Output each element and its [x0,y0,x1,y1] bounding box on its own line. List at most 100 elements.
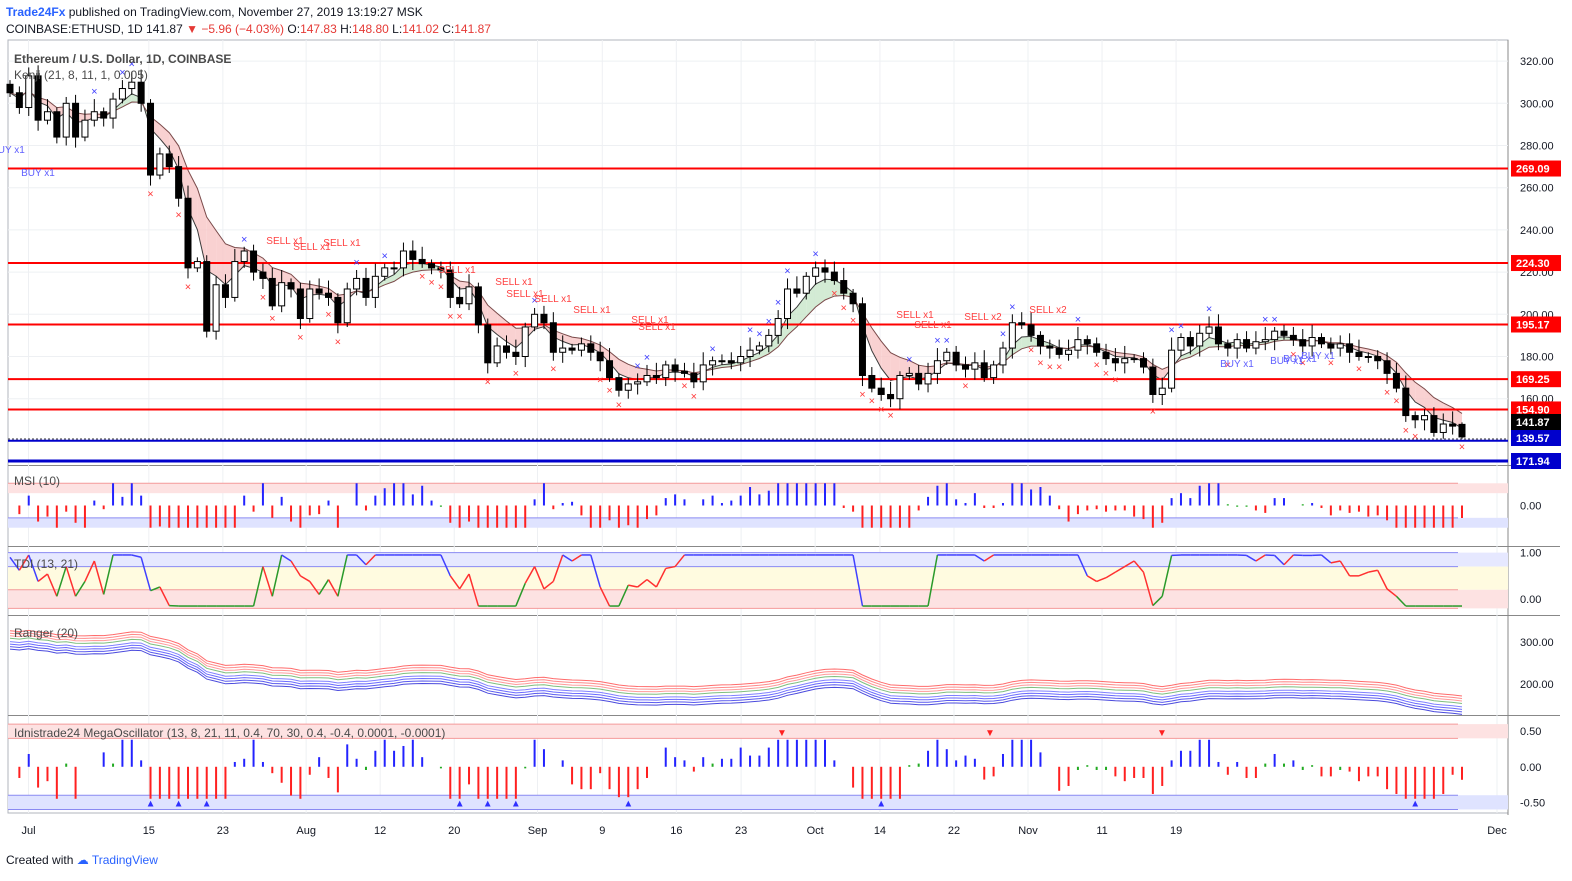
candle [1449,423,1457,427]
tdi-line-segment [356,554,367,566]
osc-buy-arrow-icon: ▲ [511,798,521,809]
candle [381,267,389,277]
tdi-line-segment [628,584,638,588]
signal-annotation: SELL x2 [1029,305,1067,316]
candle [1355,351,1363,357]
signal-annotation: SELL x1 [914,320,952,331]
candle [334,296,342,324]
ranger-band-line [9,640,1463,708]
buy-marker-icon: × [944,335,950,347]
candle [943,351,951,362]
ranger-label: Ranger (20) [14,626,78,640]
buy-marker-icon: × [1168,325,1174,337]
kenji-cloud-segment [890,352,900,381]
candle [755,345,763,351]
candle [962,364,970,370]
candle [877,387,885,395]
candle [952,351,960,366]
candle [662,364,670,379]
candle [718,360,726,363]
tdi-line-segment [1339,560,1351,577]
sell-marker-icon: × [1356,364,1362,376]
sell-marker-icon: × [1103,368,1109,380]
candle [147,102,155,176]
candle [212,284,220,332]
candle [933,360,941,374]
tdi-line-segment [1161,555,1173,597]
candle [727,360,735,364]
tdi-line-segment [655,568,667,588]
candle [1121,358,1129,364]
tdi-tick: 0.00 [1520,594,1541,606]
sell-marker-icon: × [456,311,462,323]
candle [296,288,304,320]
tdi-line-segment [365,554,376,566]
tdi-line-segment [1386,588,1397,597]
sell-marker-icon: × [1459,442,1465,454]
tdi-line-segment [150,586,161,592]
sell-marker-icon: × [1290,349,1296,361]
sell-marker-icon: × [325,309,331,321]
tdi-line-segment [318,579,330,595]
tdi-line-segment [1096,577,1107,583]
candle [240,250,248,263]
candle [175,166,183,199]
candle [34,75,42,121]
osc-tick: -0.50 [1520,797,1545,809]
tdi-line-segment [562,554,573,562]
sell-marker-icon: × [1393,395,1399,407]
price-label: 269.09 [1516,164,1550,176]
signal-annotation: SELL x2 [964,312,1002,323]
tdi-line-segment [327,579,339,597]
candle [849,292,857,305]
candle [90,111,98,121]
candle [1158,387,1166,395]
tradingview-link[interactable]: TradingView [91,853,158,867]
publisher-name[interactable]: Trade24Fx [6,5,66,19]
kenji-cloud-segment [600,345,610,363]
ranger-band-line [9,632,1463,699]
candle [193,261,201,269]
tradingview-logo-icon[interactable]: ☁ [76,853,89,867]
ranger-tick: 300.00 [1520,637,1554,649]
candle [643,374,651,383]
osc-buy-arrow-icon: ▲ [146,798,156,809]
x-tick-label: 19 [1170,825,1182,837]
sell-marker-icon: × [606,385,612,397]
candle [812,267,820,277]
sell-marker-icon: × [850,315,856,327]
kenji-cloud-segment [122,93,132,107]
candle [1093,343,1101,353]
tdi-line-segment [1077,554,1088,577]
x-tick-label: Sep [528,825,548,837]
buy-marker-icon: × [747,325,753,337]
candle [418,258,426,265]
msi-tick: 0.00 [1520,501,1541,513]
sell-marker-icon: × [962,381,968,393]
candle [1233,339,1241,349]
candle [821,267,829,273]
candle [456,296,464,305]
x-tick-label: 15 [143,825,155,837]
candle [1289,334,1297,341]
candle [887,393,895,400]
sell-marker-icon: × [147,189,153,201]
candle [671,364,679,372]
candle [830,271,838,282]
candle [1102,351,1110,360]
signal-annotation: SELL x1 [438,265,476,276]
tdi-lower-band [8,589,1508,609]
tdi-line-segment [646,578,657,588]
candle [680,370,688,374]
signal-annotation: SELL x1 [896,310,934,321]
kenji-cloud-segment [506,321,516,348]
buy-marker-icon: × [634,360,640,372]
candle [840,280,848,294]
candle [428,263,436,269]
tdi-line-segment [337,554,348,597]
price-label-box [1511,160,1561,177]
chart-frame [7,39,1509,814]
ranger-band-line [9,645,1463,713]
buy-marker-icon: × [784,265,790,277]
